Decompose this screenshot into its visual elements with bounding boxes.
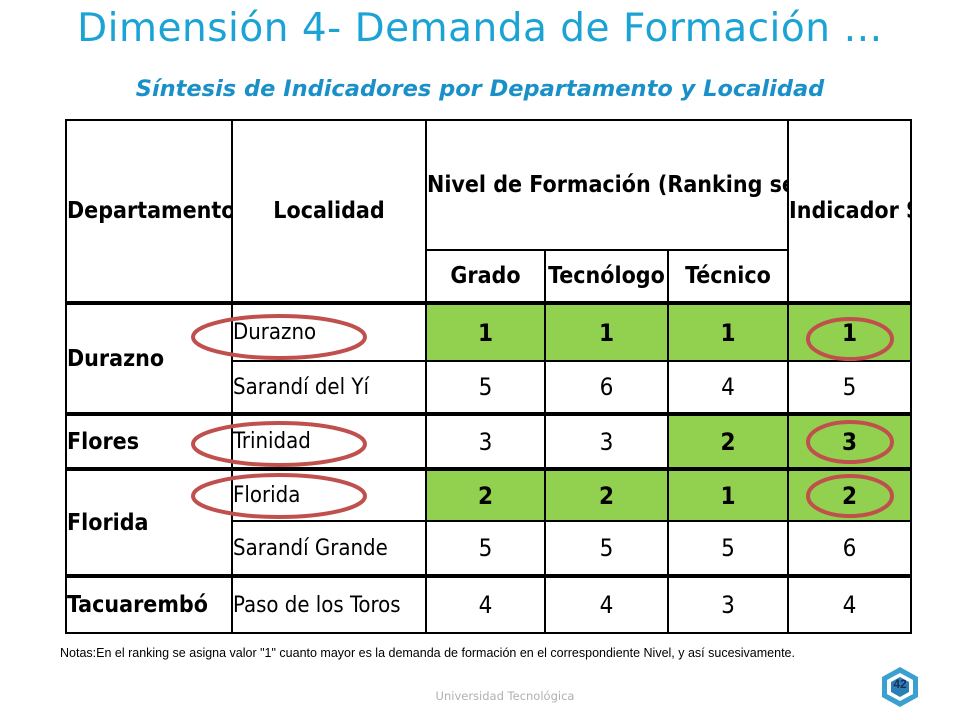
tecnologo-cell: 6	[544, 360, 669, 415]
indicador-cell: 4	[787, 574, 913, 634]
tecnologo-cell: 4	[544, 574, 669, 634]
header-row-top: Departamento Localidad Nivel de Formació…	[65, 119, 913, 304]
tecnico-cell: 4	[666, 360, 790, 415]
header-tecnologo: Tecnólogo	[544, 249, 669, 304]
header-tecnico: Técnico	[666, 249, 790, 304]
tecnico-cell: 1	[666, 467, 790, 522]
header-indicador-sintesis: Indicador Síntesis	[787, 119, 913, 304]
tecnologo-cell: 1	[544, 301, 669, 362]
table-row: Tacuarembó Paso de los Toros 4 4 3 4	[65, 574, 913, 634]
indicador-cell: 2	[787, 467, 913, 522]
localidad-cell: Sarandí Grande	[231, 520, 427, 577]
indicators-table: Departamento Localidad Nivel de Formació…	[65, 119, 913, 634]
header-grado: Grado	[425, 249, 546, 304]
localidad-cell: Durazno	[231, 301, 427, 362]
notes-text: Notas:En el ranking se asigna valor "1" …	[60, 646, 795, 660]
grado-cell: 4	[425, 574, 546, 634]
grado-cell: 1	[425, 301, 546, 362]
table-row: Durazno Durazno 1 1 1 1	[65, 301, 913, 415]
departamento-cell: Tacuarembó	[65, 574, 233, 634]
header-nivel-formacion: Nivel de Formación (Ranking según Demand…	[424, 119, 790, 251]
departamento-cell: Flores	[65, 412, 233, 470]
table-row: Sarandí Grande 5 5 5 6	[66, 520, 913, 577]
departamento-cell: Durazno	[65, 301, 233, 415]
tecnico-cell: 2	[666, 412, 790, 470]
footer-text: Universidad Tecnológica	[435, 689, 575, 703]
localidad-cell: Trinidad	[231, 412, 427, 470]
indicador-cell: 3	[787, 412, 913, 470]
tecnologo-cell: 2	[544, 467, 669, 522]
grado-cell: 2	[425, 467, 546, 522]
header-row-sub: Grado Tecnólogo Técnico	[66, 249, 911, 304]
table-row: Florida Florida 2 2 1 2	[65, 467, 913, 577]
table-row: Sarandí del Yí 5 6 4 5	[66, 360, 913, 415]
table-row: Flores Trinidad 3 3 2 3	[65, 412, 913, 470]
slide-title: Dimensión 4- Demanda de Formación …	[77, 6, 883, 51]
localidad-cell: Paso de los Toros	[231, 574, 427, 634]
university-logo-icon	[882, 667, 918, 707]
grado-cell: 5	[425, 520, 546, 577]
localidad-cell: Sarandí del Yí	[231, 360, 427, 415]
header-departamento: Departamento	[65, 119, 233, 304]
indicador-cell: 1	[787, 301, 913, 362]
grado-cell: 3	[425, 412, 546, 470]
grado-cell: 5	[425, 360, 546, 415]
slide-subtitle: Síntesis de Indicadores por Departamento…	[135, 76, 825, 102]
header-localidad: Localidad	[231, 119, 427, 304]
departamento-cell: Florida	[65, 467, 233, 577]
tecnologo-cell: 3	[544, 412, 669, 470]
localidad-cell: Florida	[231, 467, 427, 522]
tecnico-cell: 5	[666, 520, 790, 577]
page-number: 42	[893, 677, 907, 691]
indicador-cell: 6	[787, 520, 913, 577]
tecnico-cell: 1	[666, 301, 790, 362]
indicador-cell: 5	[787, 360, 913, 415]
tecnologo-cell: 5	[544, 520, 669, 577]
tecnico-cell: 3	[666, 574, 790, 634]
